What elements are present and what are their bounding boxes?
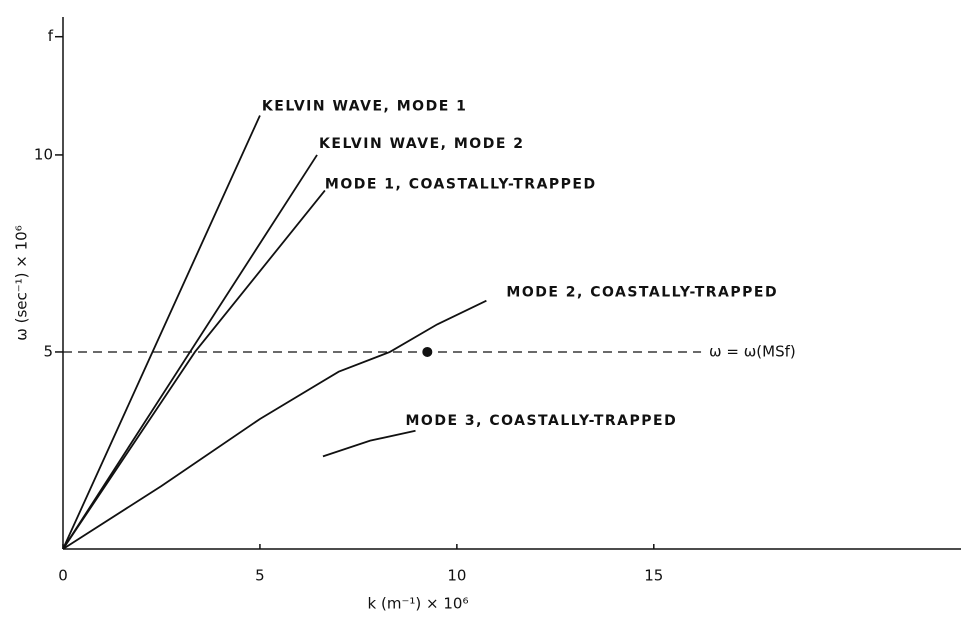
curve-label: MODE 2, COASTALLY-TRAPPED — [506, 285, 778, 301]
curve-label: MODE 1, COASTALLY-TRAPPED — [325, 176, 597, 192]
x-tick-label: 15 — [644, 567, 663, 585]
curve-label: KELVIN WAVE, MODE 1 — [262, 99, 467, 115]
curve — [62, 189, 326, 550]
curve — [322, 429, 416, 458]
curve — [62, 154, 318, 550]
curve — [62, 299, 487, 550]
x-axis-label: k (m⁻¹) × 10⁶ — [368, 595, 469, 613]
y-axis-label: ω (sec⁻¹) × 10⁶ — [13, 225, 31, 340]
x-tick-label: 10 — [447, 567, 466, 585]
x-tick-label: 0 — [58, 567, 68, 585]
point — [422, 346, 433, 357]
y-tick-label: 5 — [43, 342, 53, 360]
reference-label: ω = ω(MSf) — [709, 342, 796, 360]
curve-label: KELVIN WAVE, MODE 2 — [319, 136, 524, 152]
y-tick-label: 10 — [34, 145, 53, 163]
y-tick-label: f — [48, 27, 54, 45]
curve-label: MODE 3, COASTALLY-TRAPPED — [406, 413, 678, 429]
x-tick-label: 5 — [255, 567, 265, 585]
curve — [62, 115, 261, 550]
